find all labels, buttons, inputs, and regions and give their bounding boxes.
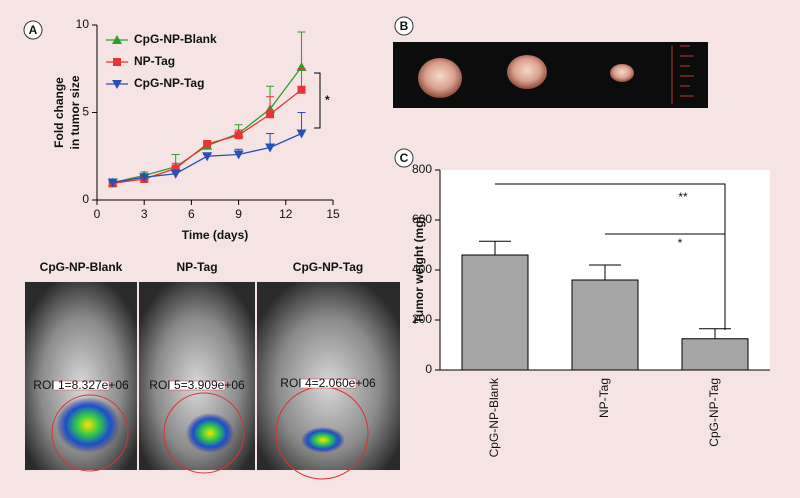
marker bbox=[297, 85, 306, 94]
marker bbox=[170, 169, 181, 179]
error-bar bbox=[699, 328, 731, 339]
tumor bbox=[418, 58, 462, 98]
tumor bbox=[610, 64, 634, 82]
ruler bbox=[671, 45, 694, 104]
signal bbox=[186, 413, 234, 453]
significance-bracket bbox=[495, 183, 726, 330]
panel-badge bbox=[394, 148, 414, 168]
panel-label: A bbox=[29, 23, 38, 37]
roi-box bbox=[168, 380, 226, 391]
y-axis-title: Fold change bbox=[52, 77, 66, 148]
image-label: CpG-NP-Blank bbox=[40, 260, 123, 274]
imaging-panel bbox=[25, 282, 400, 480]
marker bbox=[233, 150, 244, 160]
marker bbox=[107, 178, 118, 188]
marker bbox=[265, 143, 276, 153]
x-tick-label: CpG-NP-Tag bbox=[707, 378, 721, 447]
y-tick-label: 5 bbox=[82, 105, 89, 119]
panel-label: B bbox=[400, 19, 409, 33]
roi-circle bbox=[163, 392, 245, 474]
y-tick-label: 0 bbox=[82, 192, 89, 206]
roi-label: ROI 5=3.909e+06 bbox=[149, 378, 245, 392]
signal bbox=[56, 397, 120, 453]
x-tick-label: 0 bbox=[94, 207, 101, 221]
error-bar bbox=[589, 264, 621, 280]
panel-badge bbox=[394, 16, 414, 36]
tumor bbox=[507, 55, 547, 89]
y-tick-label: 0 bbox=[425, 362, 432, 376]
marker bbox=[113, 58, 121, 66]
annotation: ** bbox=[678, 190, 688, 204]
x-tick-label: CpG-NP-Blank bbox=[487, 377, 501, 457]
x-tick-label: 12 bbox=[279, 207, 293, 221]
marker bbox=[202, 152, 213, 162]
significance-bracket bbox=[314, 72, 321, 129]
y-tick-label: 400 bbox=[412, 262, 432, 276]
marker bbox=[112, 35, 122, 44]
bar bbox=[461, 254, 529, 371]
image-label: NP-Tag bbox=[176, 260, 217, 274]
photo-panel: B bbox=[393, 16, 708, 108]
image-label: CpG-NP-Tag bbox=[293, 260, 363, 274]
roi-circle bbox=[51, 394, 129, 472]
bar bbox=[681, 338, 749, 371]
annotation: * bbox=[678, 236, 683, 250]
x-tick-label: 9 bbox=[235, 207, 242, 221]
y-tick-label: 600 bbox=[412, 212, 432, 226]
legend-label: CpG-NP-Tag bbox=[134, 76, 204, 90]
roi-box bbox=[52, 380, 110, 391]
y-axis-title: Tumor weight (mg) bbox=[412, 216, 426, 323]
x-tick-label: 6 bbox=[188, 207, 195, 221]
roi-label: ROI 1=8.327e+06 bbox=[33, 378, 129, 392]
panel-badge bbox=[23, 20, 43, 40]
roi-label: ROI 4=2.060e+06 bbox=[280, 376, 376, 390]
x-tick-label: NP-Tag bbox=[597, 378, 611, 418]
roi-box bbox=[299, 378, 357, 389]
y-tick-label: 200 bbox=[412, 312, 432, 326]
marker bbox=[139, 173, 150, 183]
legend-label: CpG-NP-Blank bbox=[134, 32, 217, 46]
legend-label: NP-Tag bbox=[134, 54, 175, 68]
y-tick-label: 10 bbox=[76, 17, 90, 31]
y-axis-title: in tumor size bbox=[68, 75, 82, 149]
x-axis-title: Time (days) bbox=[182, 228, 248, 242]
marker bbox=[266, 110, 275, 119]
error-bar bbox=[479, 240, 511, 255]
panel-label: C bbox=[400, 151, 409, 165]
y-tick-label: 800 bbox=[412, 162, 432, 176]
bar bbox=[571, 279, 639, 371]
error-bar bbox=[297, 31, 306, 67]
x-tick-label: 15 bbox=[326, 207, 340, 221]
annotation: * bbox=[325, 93, 330, 107]
marker bbox=[112, 80, 122, 89]
marker bbox=[234, 131, 243, 140]
marker bbox=[296, 129, 307, 139]
signal bbox=[301, 427, 345, 453]
marker bbox=[203, 140, 212, 148]
x-tick-label: 3 bbox=[141, 207, 148, 221]
